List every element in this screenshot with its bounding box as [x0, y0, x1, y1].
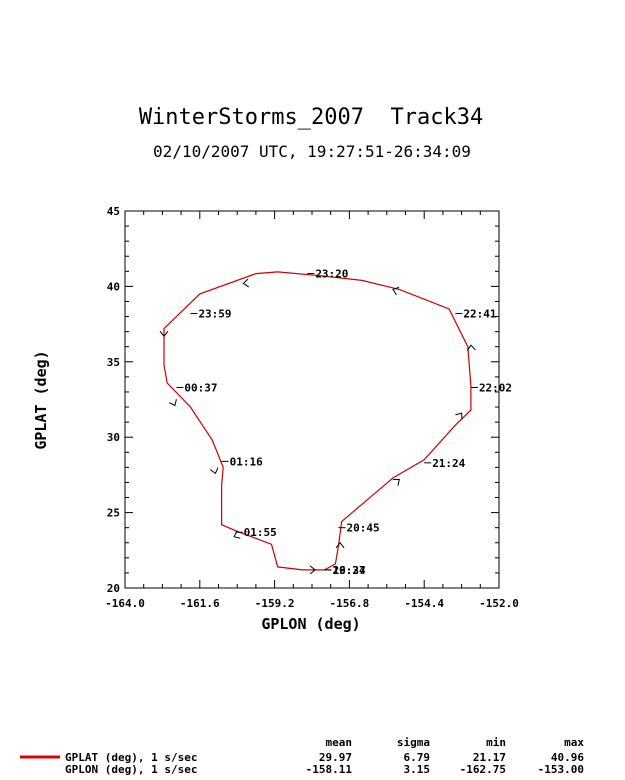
y-tick-label: 20 [107, 582, 120, 595]
time-annotation: 23:20 [315, 268, 348, 281]
y-tick-label: 35 [107, 356, 120, 369]
time-annotation: 00:37 [184, 381, 217, 394]
direction-arrow [466, 344, 476, 351]
stats-header: max [564, 736, 584, 749]
time-annotation: 22:02 [479, 381, 512, 394]
direction-arrow [168, 399, 177, 407]
direction-arrows [159, 278, 476, 575]
y-tick-label: 30 [107, 431, 120, 444]
stats-header: sigma [397, 736, 430, 749]
y-tick-label: 40 [107, 280, 120, 293]
time-annotation: 01:16 [230, 455, 263, 468]
direction-arrow [392, 478, 400, 486]
stats-header: min [486, 736, 506, 749]
stats-value: 21.17 [473, 751, 506, 764]
track-line [163, 271, 472, 571]
direction-arrow [159, 330, 169, 338]
plot-frame [124, 210, 500, 589]
y-tick-label: 45 [107, 205, 120, 218]
x-tick-label: -154.4 [404, 597, 444, 610]
direction-arrow [242, 278, 250, 288]
time-annotation: 26:34 [332, 564, 365, 577]
x-tick-label: -156.8 [330, 597, 370, 610]
time-annotation: 22:41 [463, 308, 496, 321]
stats-row-label: GPLAT (deg), 1 s/sec [65, 751, 197, 764]
time-annotation: 20:45 [346, 522, 379, 535]
direction-arrow [309, 565, 316, 575]
direction-arrow [335, 541, 345, 549]
stats-row-label: GPLON (deg), 1 s/sec [65, 763, 197, 776]
x-axis-label: GPLON (deg) [261, 615, 360, 633]
y-axis: 20 25 30 35 40 45 [107, 205, 499, 595]
stats-value: -162.75 [460, 763, 506, 776]
time-annotation: 21:24 [432, 457, 465, 470]
time-annotation: 23:59 [198, 308, 231, 321]
x-tick-label: -159.2 [255, 597, 295, 610]
stats-value: 29.97 [319, 751, 352, 764]
time-annotation: 19:27 [332, 564, 365, 577]
x-tick-label: -152.0 [479, 597, 519, 610]
direction-arrow [209, 467, 219, 475]
stats-value: -153.00 [538, 763, 584, 776]
stats-value: 40.96 [551, 751, 584, 764]
stats-value: 3.15 [404, 763, 431, 776]
time-annotation: 01:55 [244, 526, 277, 539]
stats-value: -158.11 [306, 763, 353, 776]
direction-arrow [233, 530, 241, 539]
chart-title: WinterStorms_2007 Track34 [139, 105, 483, 130]
direction-arrow [455, 412, 463, 420]
y-tick-label: 25 [107, 507, 120, 520]
x-axis: -164.0 -161.6 -159.2 -156.8 -154.4 -152.0 [105, 211, 519, 610]
x-tick-label: -164.0 [105, 597, 145, 610]
chart-subtitle: 02/10/2007 UTC, 19:27:51-26:34:09 [153, 142, 471, 161]
direction-arrow [392, 286, 400, 296]
stats-value: 6.79 [404, 751, 431, 764]
stats-table: mean sigma min max GPLAT (deg), 1 s/sec 29.9… [20, 736, 584, 776]
x-tick-label: -161.6 [180, 597, 220, 610]
y-axis-label: GPLAT (deg) [32, 350, 50, 449]
stats-header: mean [326, 736, 353, 749]
